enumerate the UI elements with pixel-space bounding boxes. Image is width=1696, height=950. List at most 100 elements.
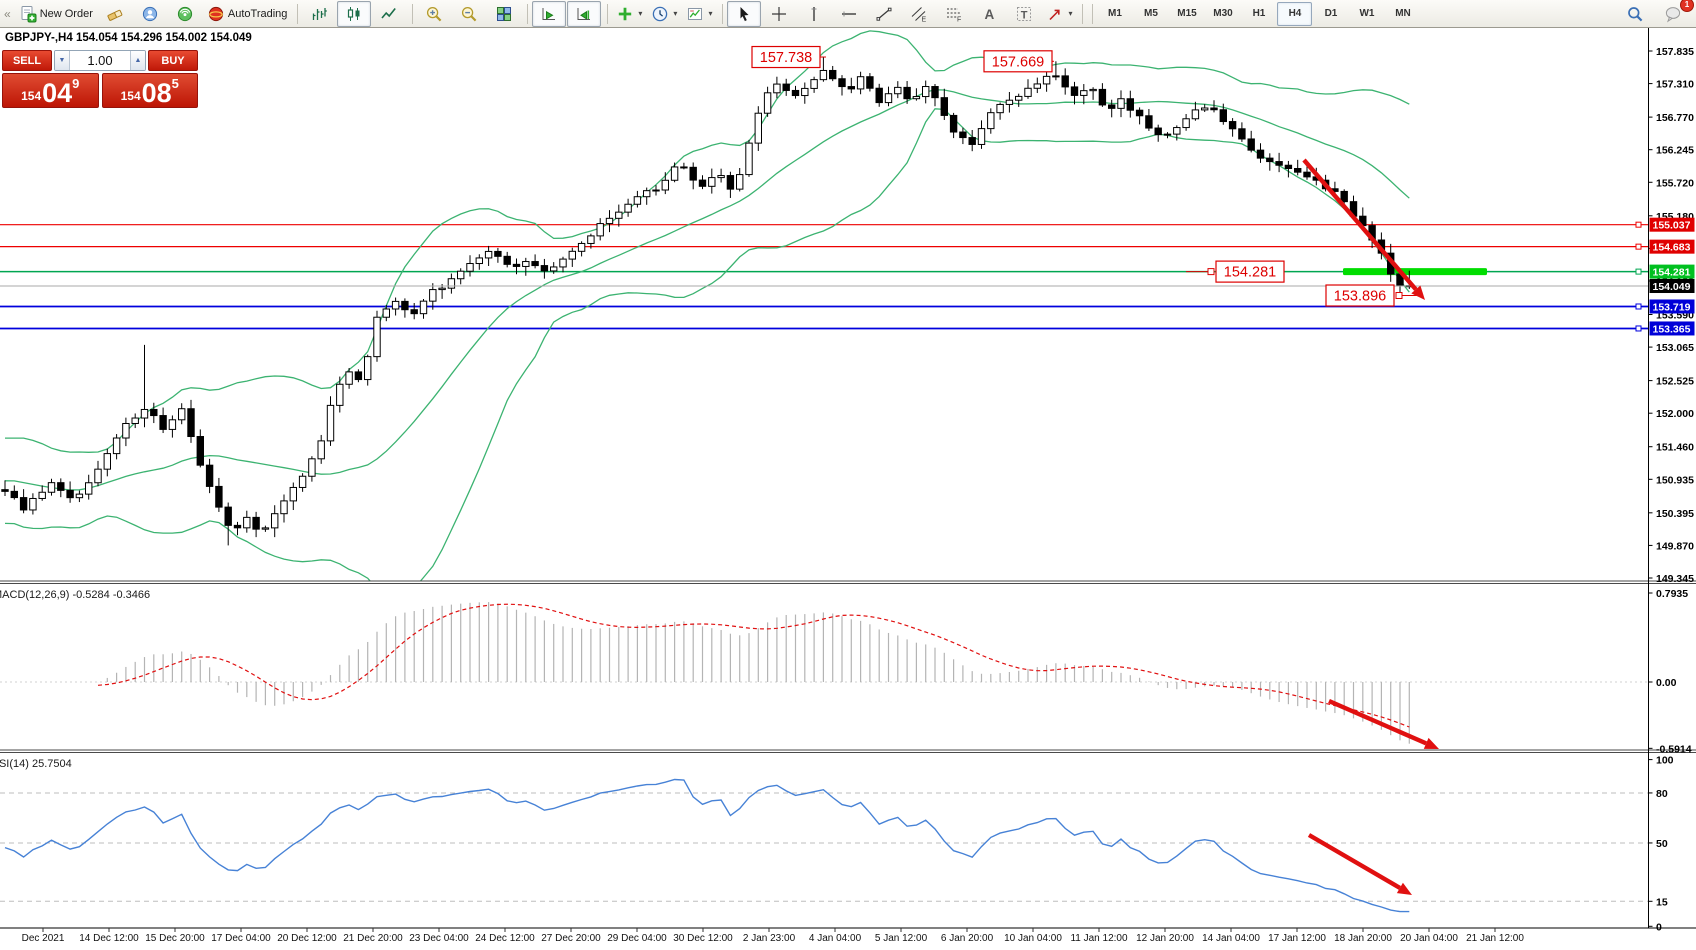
crosshair-icon	[772, 6, 787, 21]
svg-text:0: 0	[1656, 921, 1662, 933]
chart-area[interactable]: GBPJPY-,H4 154.054 154.296 154.002 154.0…	[0, 28, 1696, 950]
svg-text:152.525: 152.525	[1656, 376, 1694, 388]
timeframe-m1-button[interactable]: M1	[1108, 8, 1122, 19]
expert-advisors-button[interactable]	[133, 1, 167, 27]
price-chip: 154.281	[1649, 264, 1695, 279]
svg-text:30 Dec 12:00: 30 Dec 12:00	[673, 933, 733, 944]
svg-text:17 Jan 12:00: 17 Jan 12:00	[1268, 933, 1326, 944]
indicators-button[interactable]: ▾	[612, 1, 646, 27]
line-handle[interactable]	[1635, 325, 1642, 332]
volume-input[interactable]	[70, 51, 130, 70]
svg-text:21 Jan 12:00: 21 Jan 12:00	[1466, 933, 1524, 944]
main-toolbar: « New Order AutoTrading ▾ ▾ ▾ E F A T ▾ M1 M5 M15 M30…	[0, 0, 1696, 28]
tile-windows-button[interactable]	[487, 1, 521, 27]
price-annotation[interactable]: 157.669	[983, 50, 1053, 73]
svg-text:F: F	[957, 16, 961, 23]
new-order-button[interactable]: New Order	[15, 1, 97, 27]
svg-text:5 Jan 12:00: 5 Jan 12:00	[875, 933, 928, 944]
auto-scroll-button[interactable]	[532, 0, 567, 27]
price-annotation[interactable]: 157.738	[751, 45, 821, 69]
signals-button[interactable]	[168, 1, 202, 27]
timeframe-m30-button[interactable]: M30	[1213, 8, 1233, 19]
svg-text:149.870: 149.870	[1656, 540, 1694, 552]
svg-text:-0.5914: -0.5914	[1656, 743, 1692, 755]
buy-price-big: 08	[141, 78, 172, 108]
time-axis: Dec 2021 14 Dec 12:00 15 Dec 20:00 17 Dec 0…	[22, 928, 1524, 944]
macd-indicator-label: MACD(12,26,9) -0.5284 -0.3466	[0, 589, 150, 601]
chevron-down-icon[interactable]: ▾	[708, 9, 713, 18]
volume-increase-button[interactable]: ▲	[130, 51, 145, 70]
zoom-in-button[interactable]	[417, 1, 451, 27]
eraser-button[interactable]	[98, 1, 132, 27]
timeframe-mn-button[interactable]: MN	[1395, 8, 1411, 19]
toolbar-separator	[607, 3, 609, 24]
svg-text:80: 80	[1656, 788, 1668, 800]
timeframe-h4-button[interactable]: H4	[1277, 1, 1313, 26]
chevron-down-icon[interactable]: ▾	[1068, 9, 1073, 18]
trend-arrow-main[interactable]	[1302, 158, 1425, 300]
buy-price-box[interactable]: 154 08 5	[101, 73, 198, 108]
trend-icon	[876, 7, 892, 21]
timeframe-m15-button[interactable]: M15	[1177, 8, 1197, 19]
bar-chart-button[interactable]	[302, 1, 336, 27]
notifications-button[interactable]: 1	[1656, 0, 1694, 27]
toolbar-separator	[722, 3, 724, 24]
search-button[interactable]	[1618, 1, 1652, 27]
templates-button[interactable]: ▾	[682, 1, 716, 27]
text-label-button[interactable]: T	[1007, 1, 1041, 27]
fibonacci-button[interactable]: F	[937, 1, 971, 27]
support-highlight-segment[interactable]	[1343, 268, 1487, 276]
price-annotation[interactable]: 153.896	[1325, 284, 1395, 307]
zoom-out-button[interactable]	[452, 1, 486, 27]
sell-button[interactable]: SELL	[2, 50, 52, 71]
svg-text:29 Dec 04:00: 29 Dec 04:00	[607, 933, 667, 944]
volume-decrease-button[interactable]: ▼	[55, 51, 70, 70]
line-handle[interactable]	[1635, 221, 1642, 228]
svg-text:17 Dec 04:00: 17 Dec 04:00	[211, 933, 271, 944]
chart-annotations[interactable]: 157.738 157.669 154.281 153.896	[751, 45, 1420, 307]
crosshair-button[interactable]	[762, 1, 796, 27]
trend-arrow-rsi[interactable]	[1307, 833, 1412, 895]
line-handle[interactable]	[1635, 303, 1642, 310]
svg-text:10 Jan 04:00: 10 Jan 04:00	[1004, 933, 1062, 944]
periods-button[interactable]: ▾	[647, 1, 681, 27]
rsi-line	[4, 778, 1410, 913]
new-order-label: New Order	[39, 7, 93, 20]
cursor-button[interactable]	[727, 0, 762, 27]
arrows-tool-button[interactable]: ▾	[1042, 1, 1076, 27]
chart-shift-button[interactable]	[567, 0, 602, 27]
trend-arrow-macd[interactable]	[1328, 698, 1439, 749]
svg-text:149.345: 149.345	[1656, 573, 1694, 585]
chevron-down-icon[interactable]: ▾	[638, 9, 643, 18]
vertical-line-button[interactable]	[797, 1, 831, 27]
autotrading-button[interactable]: AutoTrading	[203, 1, 292, 27]
line-chart-button[interactable]	[372, 1, 406, 27]
text-a-icon: A	[985, 7, 995, 22]
template-icon	[688, 7, 703, 20]
timeframe-w1-button[interactable]: W1	[1359, 8, 1375, 19]
text-button[interactable]: A	[972, 1, 1006, 27]
chevron-down-icon[interactable]: ▾	[673, 9, 678, 18]
timeframe-m5-button[interactable]: M5	[1144, 8, 1158, 19]
line-handle[interactable]	[1635, 243, 1642, 250]
eraser-icon	[107, 9, 123, 21]
toolbar-overflow-chevron[interactable]: «	[4, 6, 11, 21]
svg-text:27 Dec 20:00: 27 Dec 20:00	[541, 933, 601, 944]
svg-text:20 Jan 04:00: 20 Jan 04:00	[1400, 933, 1458, 944]
price-annotation[interactable]: 154.281	[1215, 260, 1285, 283]
line-handle[interactable]	[1635, 268, 1642, 275]
buy-button[interactable]: BUY	[148, 50, 198, 71]
timeframe-h1-button[interactable]: H1	[1252, 8, 1266, 19]
trendline-button[interactable]	[867, 1, 901, 27]
svg-text:15 Dec 20:00: 15 Dec 20:00	[145, 933, 205, 944]
equidistant-channel-button[interactable]: E	[902, 1, 936, 27]
svg-text:154.281: 154.281	[1653, 267, 1691, 279]
bollinger-lower-band	[4, 108, 1410, 581]
svg-text:18 Jan 20:00: 18 Jan 20:00	[1334, 933, 1392, 944]
timeframe-d1-button[interactable]: D1	[1324, 8, 1338, 19]
chart-title: GBPJPY-,H4 154.054 154.296 154.002 154.0…	[5, 32, 252, 44]
sell-price-box[interactable]: 154 04 9	[2, 73, 99, 108]
candlestick-chart-button[interactable]	[337, 0, 372, 27]
horizontal-line-button[interactable]	[832, 1, 866, 27]
